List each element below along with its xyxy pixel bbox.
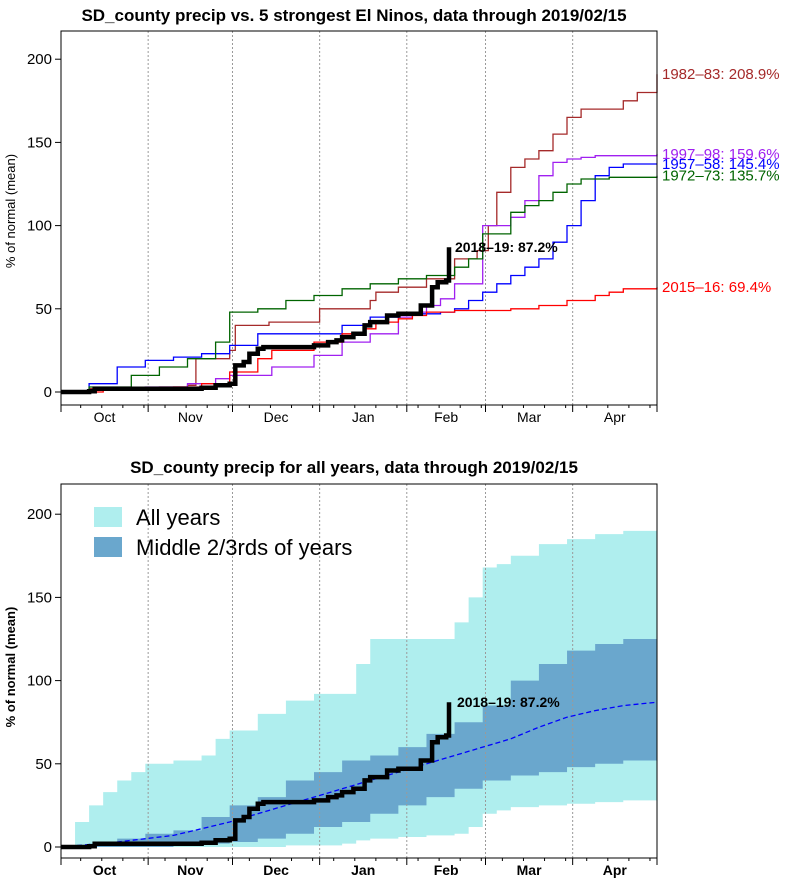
- bottom-plot-frame: [60, 483, 658, 859]
- y-tick-label: 50: [35, 301, 52, 318]
- top-plot-frame: [60, 30, 658, 406]
- series-end-label: 1957–58: 145.4%: [662, 156, 780, 173]
- y-tick-label: 150: [27, 589, 52, 606]
- y-tick-label: 50: [35, 756, 52, 773]
- month-label: Apr: [604, 409, 626, 425]
- legend-swatch-all-years: [94, 507, 122, 527]
- month-label: Oct: [93, 862, 117, 878]
- legend-label-middle: Middle 2/3rds of years: [136, 535, 352, 560]
- top-y-axis-label: % of normal (mean): [3, 154, 18, 268]
- bottom-month-labels: Oct Nov Dec Jan Feb Mar Apr: [93, 862, 628, 878]
- month-label: Oct: [94, 409, 116, 425]
- bottom-bands: [61, 525, 657, 847]
- top-y-ticks: 0 50 100 150 200: [27, 51, 61, 401]
- current-season-label: 2018–19: 87.2%: [455, 239, 558, 255]
- current-season-line: [61, 247, 452, 395]
- month-label: Feb: [434, 409, 458, 425]
- current-season-label: 2018–19: 87.2%: [457, 694, 560, 710]
- bottom-y-ticks: 0 50 100 150 200: [27, 506, 61, 856]
- bottom-lines: 2018–19: 87.2%: [60, 694, 658, 850]
- series-end-label: 1982–83: 208.9%: [662, 66, 780, 83]
- top-series-lines: [61, 74, 658, 395]
- middle-two-thirds-band: [61, 637, 657, 847]
- top-month-labels: Oct Nov Dec Jan Feb Mar Apr: [94, 409, 626, 425]
- series-end-label: 1997–98: 159.6%: [662, 146, 780, 163]
- y-tick-label: 100: [27, 218, 52, 235]
- month-label: Dec: [263, 862, 289, 878]
- bottom-legend: All years Middle 2/3rds of years: [94, 505, 352, 560]
- month-label: Nov: [177, 862, 204, 878]
- month-label: Mar: [517, 862, 542, 878]
- y-tick-label: 100: [27, 673, 52, 690]
- legend-label-all-years: All years: [136, 505, 220, 530]
- bottom-chart-title: SD_county precip for all years, data thr…: [130, 458, 578, 477]
- y-tick-label: 200: [27, 51, 52, 68]
- series-end-label: 2015–16: 69.4%: [662, 279, 771, 296]
- y-tick-label: 150: [27, 134, 52, 151]
- y-tick-label: 200: [27, 506, 52, 523]
- series-line: [61, 154, 658, 393]
- month-label: Mar: [517, 409, 541, 425]
- month-label: Dec: [264, 409, 289, 425]
- legend-swatch-middle: [94, 537, 122, 557]
- month-label: Nov: [178, 409, 203, 425]
- month-label: Jan: [351, 862, 375, 878]
- month-label: Apr: [603, 862, 628, 878]
- month-label: Jan: [352, 409, 375, 425]
- bottom-y-axis-label: % of normal (mean): [3, 607, 18, 728]
- top-panel: SD_county precip vs. 5 strongest El Nino…: [3, 6, 780, 425]
- series-end-label: 1972–73: 135.7%: [662, 168, 780, 185]
- y-tick-label: 0: [44, 384, 52, 401]
- top-chart-title: SD_county precip vs. 5 strongest El Nino…: [81, 6, 626, 25]
- series-line: [61, 175, 658, 393]
- top-series-labels: 1982–83: 208.9% 1997–98: 159.6%1957–58: 1…: [455, 66, 780, 296]
- bottom-panel: SD_county precip for all years, data thr…: [3, 458, 658, 878]
- current-season-line: [61, 702, 452, 850]
- month-label: Feb: [434, 862, 459, 878]
- y-tick-label: 0: [44, 839, 52, 856]
